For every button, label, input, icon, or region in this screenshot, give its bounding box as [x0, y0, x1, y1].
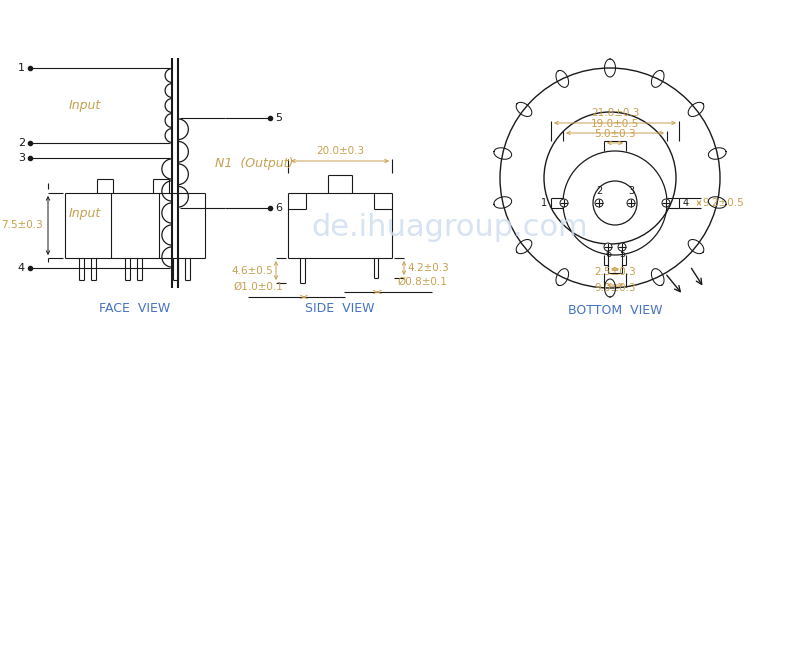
Text: 19.0±0.5: 19.0±0.5	[591, 119, 639, 129]
Text: 6: 6	[275, 203, 282, 213]
Text: SIDE  VIEW: SIDE VIEW	[305, 301, 375, 314]
Text: Input: Input	[69, 207, 102, 220]
Text: 5.0±0.3: 5.0±0.3	[594, 129, 636, 139]
Text: 9.0±0.3: 9.0±0.3	[594, 283, 636, 293]
Circle shape	[560, 199, 568, 207]
Text: 5: 5	[275, 113, 282, 123]
Text: BOTTOM  VIEW: BOTTOM VIEW	[568, 305, 662, 318]
Text: FACE  VIEW: FACE VIEW	[99, 301, 170, 314]
Text: 4: 4	[683, 198, 689, 208]
Text: 6: 6	[605, 249, 611, 259]
Text: 2: 2	[596, 186, 602, 196]
Text: Ø0.8±0.1: Ø0.8±0.1	[397, 277, 447, 287]
Text: 7.5±0.3: 7.5±0.3	[2, 220, 43, 231]
Text: 1: 1	[541, 198, 547, 208]
Text: de.ihuagroup.com: de.ihuagroup.com	[312, 213, 588, 242]
Text: 2.5±0.3: 2.5±0.3	[594, 267, 636, 277]
Text: Ø1.0±0.1: Ø1.0±0.1	[233, 282, 283, 292]
Text: 4.2±0.3: 4.2±0.3	[407, 263, 449, 273]
Text: 3: 3	[18, 153, 25, 163]
Circle shape	[604, 243, 612, 251]
Text: 4.6±0.5: 4.6±0.5	[232, 266, 273, 275]
Text: 1: 1	[18, 63, 25, 73]
Circle shape	[662, 199, 670, 207]
Text: 4: 4	[18, 263, 25, 273]
Text: 20.0±0.3: 20.0±0.3	[316, 146, 364, 156]
Circle shape	[595, 199, 603, 207]
Text: 9.2±0.5: 9.2±0.5	[702, 198, 744, 208]
Text: 3: 3	[628, 186, 634, 196]
Text: 5: 5	[619, 249, 625, 259]
Text: Input: Input	[69, 99, 102, 112]
Text: 21.8±0.3: 21.8±0.3	[591, 108, 639, 118]
Text: 2: 2	[18, 138, 25, 148]
Circle shape	[627, 199, 635, 207]
Text: N1  (Output): N1 (Output)	[215, 157, 293, 170]
Circle shape	[618, 243, 626, 251]
